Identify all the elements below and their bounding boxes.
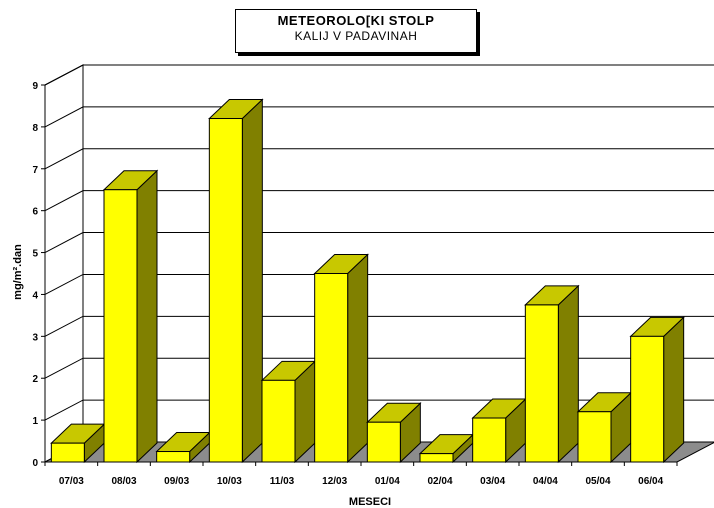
x-tick-label: 07/03 [59,476,84,487]
gridline-4 [44,273,714,295]
bar-front [524,304,559,463]
bar-front [261,379,296,463]
x-tick-label: 04/04 [533,476,558,487]
x-tick-label: 03/04 [480,476,505,487]
y-tick-label: 1 [32,416,38,427]
x-axis-title: MESECI [349,496,391,508]
bar-04/04 [524,284,580,464]
y-tick-label: 0 [32,458,38,469]
bar-06/04 [629,316,685,464]
bar-front [208,118,243,463]
bar-front [366,421,401,463]
bar-front [103,189,138,463]
bar-07/03 [50,422,106,464]
gridline-8 [44,106,714,128]
y-tick-label: 6 [32,207,38,218]
bar-side [241,98,263,464]
bar-front [156,451,191,463]
y-tick-label: 3 [32,332,38,343]
bar-front [630,335,665,463]
gridline-9 [44,64,714,86]
back-wall [82,64,714,443]
bar-front [577,411,612,463]
x-tick-label: 08/03 [111,476,136,487]
y-tick-labels: 0 1 2 3 4 5 6 7 8 9 [32,81,38,469]
bar-10/03 [208,98,264,464]
x-tick-label: 09/03 [164,476,189,487]
bar-11/03 [260,360,317,464]
y-tick-label: 8 [32,123,38,134]
bar-front [419,453,454,463]
y-tick-label: 5 [32,249,38,260]
bar-side [663,316,685,464]
x-tick-label: 05/04 [585,476,610,487]
bar-08/03 [102,169,159,464]
chart-title: METEOROLO[KI STOLP [277,13,435,28]
bar-side [557,284,579,464]
bar-01/04 [366,402,422,464]
x-tick-label: 01/04 [375,476,400,487]
bar-side [136,169,158,464]
x-tick-label: 02/04 [427,476,452,487]
y-tick-label: 9 [32,81,38,92]
y-axis-title: mg/m².dan [12,244,24,300]
bar-12/03 [313,253,369,464]
bar-front [314,273,349,463]
gridline-6 [44,190,714,212]
bar-front [50,442,85,463]
axes [41,84,678,466]
x-tick-label: 12/03 [322,476,347,487]
gridline-2 [44,357,714,379]
y-tick-label: 4 [32,290,38,301]
x-tick-label: 10/03 [217,476,242,487]
x-tick-labels: 07/03 08/03 09/03 10/03 11/03 12/03 01/04 02/04… [59,476,664,487]
bar-05/04 [576,391,633,464]
bar-09/03 [155,431,211,464]
chart-subtitle: KALIJ V PADAVINAH [294,29,418,43]
side-wall [44,64,84,463]
x-tick-label: 11/03 [270,476,295,487]
x-tick-label: 06/04 [638,476,663,487]
bar-front [472,417,507,463]
bars [50,98,685,464]
gridline-3 [44,315,714,337]
gridline-7 [44,148,714,170]
bar-side [347,253,369,464]
chart-title-box: METEOROLO[KI STOLP KALIJ V PADAVINAH [235,9,477,53]
gridline-5 [44,232,714,253]
y-tick-label: 7 [32,165,38,176]
y-tick-label: 2 [32,374,38,385]
